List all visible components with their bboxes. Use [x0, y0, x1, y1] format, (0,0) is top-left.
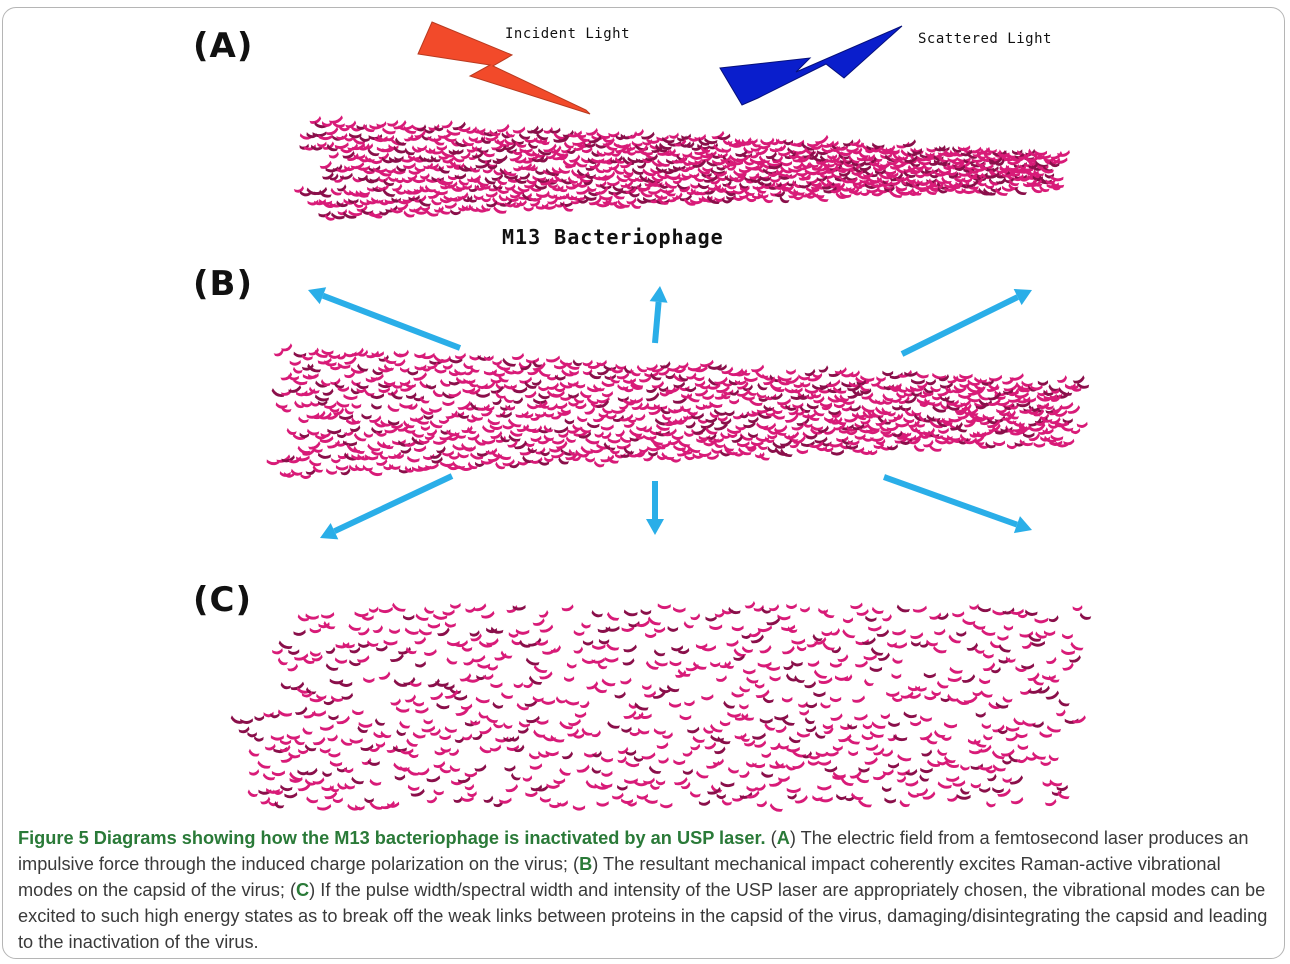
- figure-illustration: [230, 21, 1092, 812]
- caption-letter-c: C: [296, 880, 310, 900]
- caption-part-a: ) The electric field from a femtosecond …: [18, 828, 1249, 874]
- caption-letter-a: A: [776, 828, 790, 848]
- vibration-arrow-head: [646, 519, 664, 535]
- vibration-arrow-shaft: [652, 301, 662, 344]
- scattered-light-bolt: [719, 25, 903, 106]
- vibration-arrows: [308, 286, 1032, 540]
- figure-area: (A) (B) (C) Incident Light Scattered Lig…: [193, 21, 1092, 812]
- incident-light-label: Incident Light: [505, 26, 631, 42]
- vibration-arrow-shaft: [321, 292, 462, 351]
- vibration-arrow-shaft: [900, 294, 1019, 357]
- vibration-arrow-head: [649, 286, 668, 303]
- vibration-arrow-head: [320, 523, 339, 540]
- vibration-arrow-head: [308, 287, 327, 305]
- caption-part-c: ) If the pulse width/spectral width and …: [18, 880, 1268, 952]
- phage-name-label: M13 Bacteriophage: [502, 225, 724, 249]
- caption-letter-b: B: [579, 854, 593, 874]
- caption-part-c-open: (: [289, 880, 297, 900]
- caption-part-a-open: (: [765, 828, 777, 848]
- caption-part-b-open: (: [573, 854, 580, 874]
- panel-label-c: (C): [193, 580, 253, 620]
- panel-label-b: (B): [193, 264, 253, 304]
- caption-title: Figure 5 Diagrams showing how the M13 ba…: [18, 828, 766, 848]
- scattered-light-label: Scattered Light: [918, 31, 1052, 47]
- vibration-arrow-shaft: [333, 473, 454, 534]
- vibration-arrow-shaft: [882, 474, 1018, 528]
- caption-part-b: ) The resultant mechanical impact cohere…: [18, 854, 1221, 900]
- incident-light-bolt: [417, 21, 591, 115]
- bacteriophage-disintegrated-c: [230, 600, 1092, 812]
- vibration-arrow-head: [1013, 516, 1032, 534]
- vibration-arrow-head: [1013, 288, 1032, 306]
- bacteriophage-intact-a: [293, 115, 1070, 221]
- panel-label-a: (A): [193, 26, 254, 66]
- bacteriophage-vibrating-b: [266, 343, 1090, 480]
- figure-caption: Figure 5 Diagrams showing how the M13 ba…: [18, 825, 1270, 955]
